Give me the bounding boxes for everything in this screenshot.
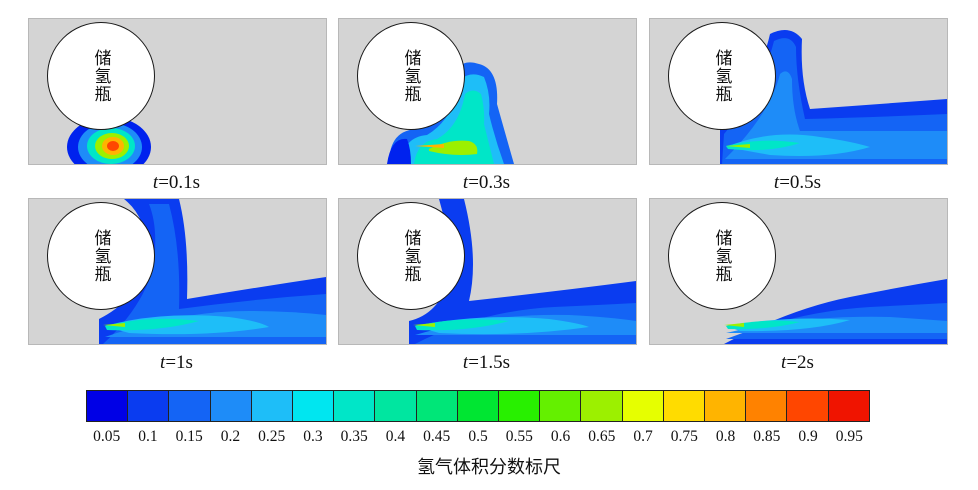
panel-t-0-3: 储氢瓶 <box>338 18 637 165</box>
colorbar-cell <box>746 391 788 421</box>
time-label: t=2s <box>781 352 814 373</box>
colorbar-cell <box>416 391 458 421</box>
time-label: t=1.5s <box>462 352 511 373</box>
colorbar-tick-label: 0.8 <box>715 428 736 445</box>
colorbar-cell <box>787 391 829 421</box>
plume-contour <box>387 62 514 164</box>
colorbar-tick-label: 0.7 <box>633 428 653 445</box>
colorbar-cell <box>210 391 252 421</box>
plume-contour <box>409 199 636 344</box>
colorbar-tick-label: 0.2 <box>220 428 241 445</box>
colorbar-cell <box>622 391 664 421</box>
colorbar-cell <box>705 391 747 421</box>
colorbar-tick-label: 0.05 <box>93 428 121 445</box>
colorbar-tick-label: 0.55 <box>505 428 533 445</box>
hydrogen-tank: 储氢瓶 <box>47 202 155 310</box>
colorbar-cell <box>293 391 335 421</box>
colorbar-cell <box>251 391 294 421</box>
colorbar-cell <box>663 391 706 421</box>
colorbar-cell <box>828 391 869 421</box>
colorbar-cell <box>375 391 417 421</box>
colorbar-cell <box>499 391 541 421</box>
colorbar-tick-label: 0.3 <box>303 428 323 445</box>
plume-contour <box>724 279 947 344</box>
hydrogen-tank: 储氢瓶 <box>668 22 776 130</box>
colorbar-cell <box>87 391 129 421</box>
colorbar-cell <box>581 391 623 421</box>
hydrogen-tank: 储氢瓶 <box>357 202 465 310</box>
panel-t-1-5: 储氢瓶 <box>338 198 637 345</box>
time-label: t=0.3s <box>462 172 511 193</box>
tank-label: 储氢瓶 <box>90 49 111 103</box>
colorbar <box>86 390 870 422</box>
colorbar-tick-label: 0.4 <box>385 428 406 445</box>
colorbar-cell <box>457 391 500 421</box>
colorbar-cell <box>334 391 376 421</box>
colorbar-tick-label: 0.1 <box>138 428 158 445</box>
time-label: t=0.1s <box>152 172 201 193</box>
panel-t-1: 储氢瓶 <box>28 198 327 345</box>
tank-label: 储氢瓶 <box>400 49 421 103</box>
hydrogen-tank: 储氢瓶 <box>668 202 776 310</box>
hydrogen-tank: 储氢瓶 <box>47 22 155 130</box>
panel-t-2: 储氢瓶 <box>649 198 948 345</box>
colorbar-ticks: 0.05 0.1 0.15 0.2 0.25 0.3 0.35 0.4 0.45 0.5 0.55 0… <box>86 428 870 448</box>
tank-label: 储氢瓶 <box>90 229 111 283</box>
plume-contour <box>99 199 326 344</box>
tank-label: 储氢瓶 <box>711 229 732 283</box>
tank-label: 储氢瓶 <box>711 49 732 103</box>
time-label: t=1s <box>160 352 193 373</box>
colorbar-title: 氢气体积分数标尺 <box>417 457 561 478</box>
panel-t-0-1: 储氢瓶 <box>28 18 327 165</box>
plume-contour <box>67 117 151 164</box>
colorbar-tick-label: 0.9 <box>798 428 818 445</box>
colorbar-tick-label: 0.15 <box>175 428 203 445</box>
plume-contour <box>720 30 947 164</box>
colorbar-tick-label: 0.6 <box>550 428 571 445</box>
colorbar-tick-label: 0.95 <box>835 428 863 445</box>
colorbar-tick-label: 0.85 <box>753 428 781 445</box>
colorbar-tick-label: 0.25 <box>258 428 286 445</box>
colorbar-cell <box>169 391 211 421</box>
colorbar-tick-label: 0.65 <box>588 428 616 445</box>
colorbar-cell <box>540 391 582 421</box>
colorbar-cell <box>128 391 170 421</box>
colorbar-tick-label: 0.5 <box>468 428 488 445</box>
colorbar-tick-label: 0.45 <box>423 428 451 445</box>
colorbar-tick-label: 0.75 <box>670 428 698 445</box>
time-label: t=0.5s <box>773 172 822 193</box>
hydrogen-tank: 储氢瓶 <box>357 22 465 130</box>
colorbar-tick-label: 0.35 <box>340 428 368 445</box>
tank-label: 储氢瓶 <box>400 229 421 283</box>
panel-t-0-5: 储氢瓶 <box>649 18 948 165</box>
